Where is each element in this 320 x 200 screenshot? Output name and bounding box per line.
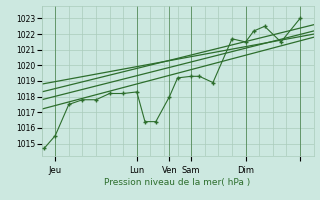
X-axis label: Pression niveau de la mer( hPa ): Pression niveau de la mer( hPa ) [104, 178, 251, 186]
